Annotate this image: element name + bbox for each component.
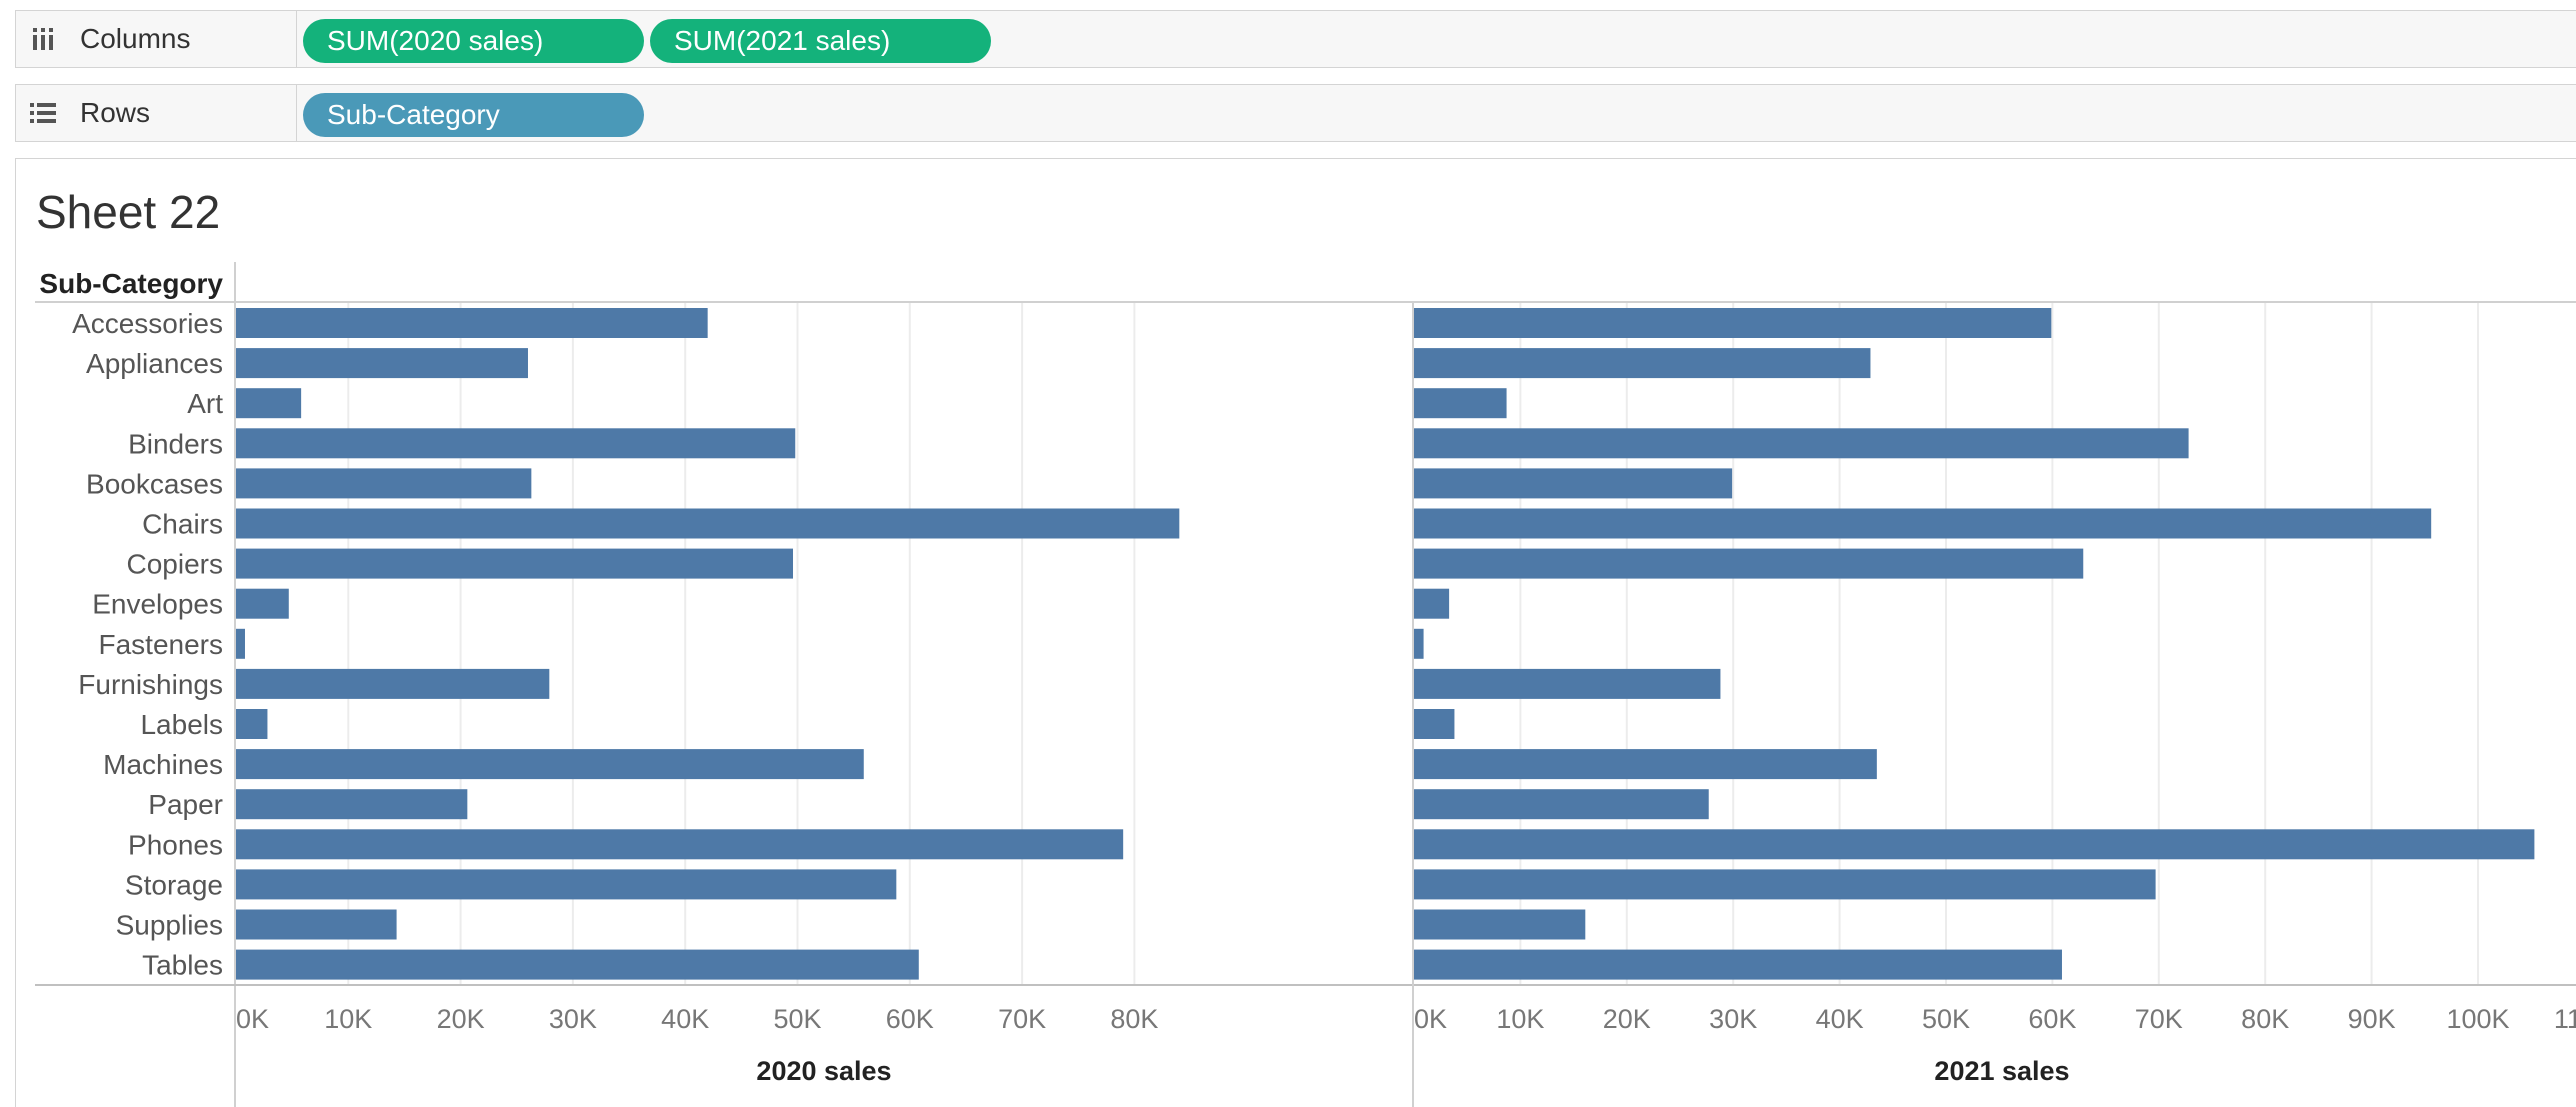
- bar[interactable]: [236, 548, 794, 579]
- x-axis-title: 2020 sales: [756, 1056, 891, 1086]
- x-tick-label: 0K: [236, 1004, 269, 1034]
- bar[interactable]: [236, 909, 397, 940]
- x-tick-label: 100K: [2446, 1004, 2509, 1034]
- bar[interactable]: [1414, 668, 1721, 699]
- column-pill-2021-sales-text: SUM(2021 sales): [674, 25, 891, 56]
- bar[interactable]: [1414, 588, 1450, 619]
- category-label: Supplies: [116, 910, 223, 941]
- bar[interactable]: [236, 308, 708, 338]
- bar[interactable]: [1414, 829, 2535, 860]
- x-tick-label: 30K: [549, 1004, 597, 1034]
- columns-shelf: Columns SUM(2020 sales) SUM(2021 sales): [15, 10, 2576, 68]
- bar[interactable]: [1414, 348, 1871, 379]
- x-tick-label: 60K: [886, 1004, 934, 1034]
- bar[interactable]: [1414, 388, 1507, 419]
- bar[interactable]: [1414, 749, 1877, 780]
- bar[interactable]: [236, 869, 897, 900]
- labels-layer: Accessories Appliances Art Binders Bookcases…: [72, 308, 2576, 1086]
- bar[interactable]: [236, 628, 245, 659]
- bar[interactable]: [1414, 869, 2156, 900]
- rows-shelf-label: Rows: [16, 85, 297, 141]
- x-tick-label: 10K: [1496, 1004, 1544, 1034]
- column-pill-2021-sales[interactable]: SUM(2021 sales): [650, 19, 991, 63]
- x-tick-label: 10K: [324, 1004, 372, 1034]
- x-tick-label: 20K: [1603, 1004, 1651, 1034]
- bar[interactable]: [236, 709, 268, 739]
- x-tick-label: 50K: [773, 1004, 821, 1034]
- bar[interactable]: [1414, 428, 2189, 459]
- columns-shelf-label: Columns: [16, 11, 297, 67]
- x-tick-label: 70K: [2135, 1004, 2183, 1034]
- category-label: Storage: [125, 869, 223, 900]
- category-label: Labels: [140, 709, 223, 740]
- rows-label-text: Rows: [80, 97, 151, 128]
- bar[interactable]: [236, 508, 1180, 539]
- category-label: Furnishings: [78, 669, 223, 700]
- bar[interactable]: [236, 388, 302, 419]
- rows-shelf: Rows Sub-Category: [15, 84, 2576, 142]
- bar[interactable]: [1414, 949, 2062, 980]
- bar[interactable]: [1414, 508, 2432, 539]
- x-tick-label: 110K: [2554, 1004, 2576, 1034]
- x-tick-label: 80K: [2241, 1004, 2289, 1034]
- columns-icon: [28, 28, 58, 50]
- bar[interactable]: [1414, 308, 2052, 338]
- x-tick-label: 50K: [1922, 1004, 1970, 1034]
- bar[interactable]: [1414, 628, 1424, 659]
- category-label: Appliances: [86, 348, 223, 379]
- category-label: Bookcases: [86, 468, 223, 499]
- bar[interactable]: [236, 749, 864, 780]
- category-label: Binders: [128, 428, 223, 459]
- columns-label-text: Columns: [80, 23, 191, 54]
- category-label: Accessories: [72, 308, 223, 339]
- category-label: Fasteners: [99, 629, 224, 660]
- x-tick-label: 70K: [998, 1004, 1046, 1034]
- category-label: Art: [187, 388, 223, 419]
- category-label: Chairs: [142, 509, 223, 540]
- bars-layer: [236, 308, 2535, 980]
- x-tick-label: 40K: [661, 1004, 709, 1034]
- category-label: Phones: [128, 829, 223, 860]
- category-label: Envelopes: [92, 589, 223, 620]
- x-tick-label: 60K: [2028, 1004, 2076, 1034]
- column-pill-2020-sales-text: SUM(2020 sales): [327, 25, 544, 56]
- x-tick-label: 20K: [437, 1004, 485, 1034]
- row-pill-sub-category-text: Sub-Category: [327, 99, 500, 130]
- x-tick-label: 40K: [1816, 1004, 1864, 1034]
- bar[interactable]: [236, 829, 1124, 860]
- bar[interactable]: [1414, 789, 1709, 820]
- category-label: Tables: [142, 950, 223, 981]
- bar[interactable]: [1414, 548, 2084, 579]
- bar[interactable]: [236, 348, 528, 379]
- column-pill-2020-sales[interactable]: SUM(2020 sales): [303, 19, 644, 63]
- bar[interactable]: [236, 949, 919, 980]
- bar[interactable]: [1414, 468, 1733, 499]
- sheet-title: Sheet 22: [36, 186, 221, 238]
- bar[interactable]: [236, 468, 532, 499]
- rows-icon: [28, 102, 58, 124]
- bar[interactable]: [1414, 709, 1455, 739]
- category-label: Machines: [103, 749, 223, 780]
- bar[interactable]: [236, 428, 796, 459]
- x-tick-label: 30K: [1709, 1004, 1757, 1034]
- x-tick-label: 80K: [1110, 1004, 1158, 1034]
- bar[interactable]: [236, 588, 289, 619]
- x-tick-label: 90K: [2348, 1004, 2396, 1034]
- bar[interactable]: [236, 789, 468, 820]
- bar[interactable]: [236, 668, 550, 699]
- x-tick-label: 0K: [1414, 1004, 1447, 1034]
- category-label: Paper: [148, 789, 223, 820]
- x-axis-title: 2021 sales: [1934, 1056, 2069, 1086]
- category-label: Copiers: [127, 549, 223, 580]
- row-header: Sub-Category: [39, 268, 223, 299]
- bar[interactable]: [1414, 909, 1586, 940]
- frame-layer: Sub-Category: [35, 262, 2576, 1107]
- row-pill-sub-category[interactable]: Sub-Category: [303, 93, 644, 137]
